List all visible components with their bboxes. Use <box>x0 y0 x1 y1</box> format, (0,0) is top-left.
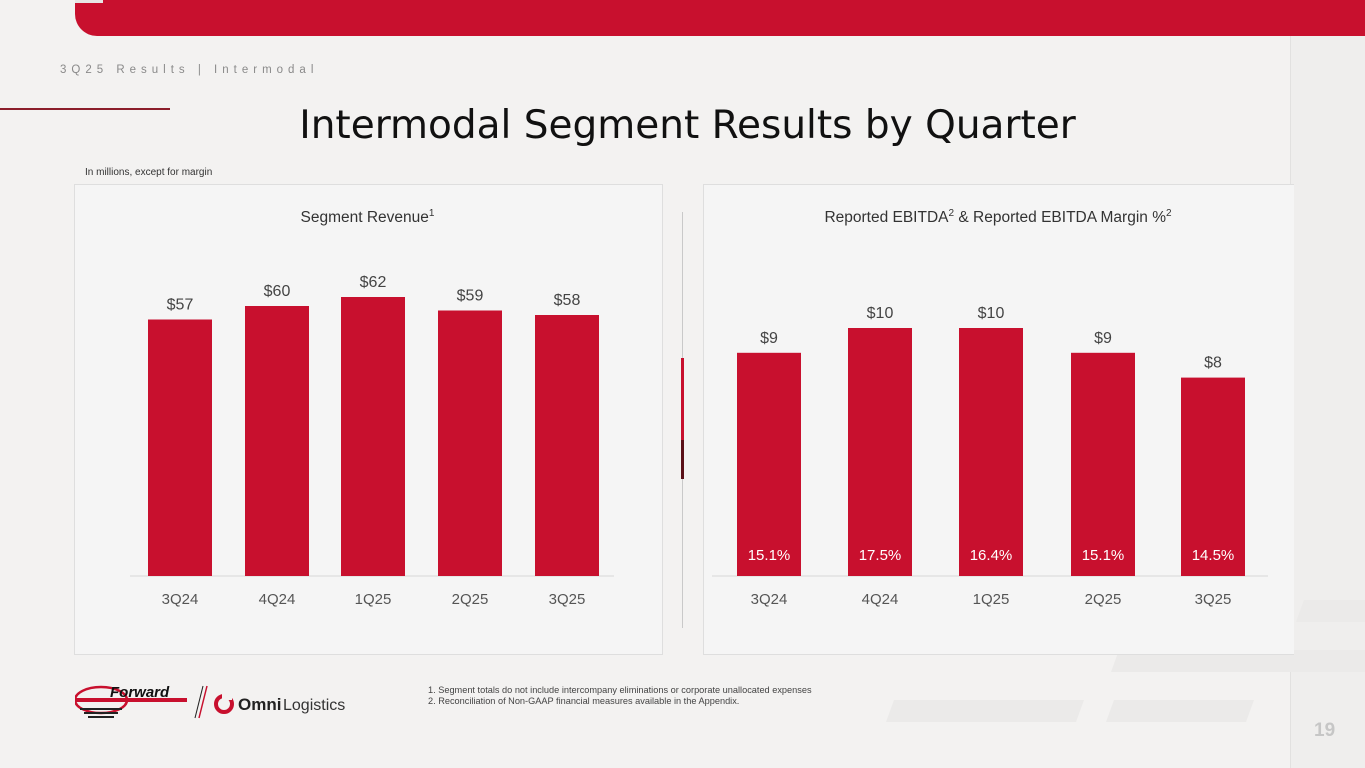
ebitda-category-label: 1Q25 <box>973 591 1010 608</box>
ebitda-margin-label: 16.4% <box>970 547 1013 564</box>
footnote-2: 2. Reconciliation of Non-GAAP financial … <box>428 696 740 706</box>
revenue-category-label: 1Q25 <box>355 591 392 608</box>
ebitda-title-mid: & Reported EBITDA Margin % <box>954 209 1166 227</box>
breadcrumb-underline <box>0 108 170 110</box>
top-bar-tab <box>75 0 103 3</box>
logo-separator <box>194 685 208 719</box>
ebitda-category-label: 2Q25 <box>1085 591 1122 608</box>
forward-logo: Forward <box>75 684 187 718</box>
revenue-category-label: 2Q25 <box>452 591 489 608</box>
ebitda-category-label: 3Q24 <box>751 591 788 608</box>
ebitda-bar <box>1071 352 1135 576</box>
revenue-bar <box>341 297 405 576</box>
breadcrumb: 3Q25 Results | Intermodal <box>60 64 319 76</box>
footnotes: 1. Segment totals do not include interco… <box>428 685 812 707</box>
right-side-panel <box>1290 36 1365 768</box>
chart-divider-accent <box>681 358 684 479</box>
revenue-data-label: $59 <box>457 288 484 305</box>
top-accent-bar <box>75 0 1365 36</box>
ebitda-title-sup: 2 <box>948 208 955 219</box>
ebitda-margin-label: 15.1% <box>1082 547 1125 564</box>
revenue-bar <box>438 310 502 576</box>
units-note: In millions, except for margin <box>85 167 213 178</box>
ebitda-category-label: 4Q24 <box>862 591 899 608</box>
revenue-category-label: 3Q25 <box>549 591 586 608</box>
ebitda-margin-label: 17.5% <box>859 547 902 564</box>
ebitda-data-label: $10 <box>978 305 1005 322</box>
revenue-bar <box>148 319 212 576</box>
ebitda-bar <box>848 328 912 576</box>
ebitda-margin-label: 14.5% <box>1192 547 1235 564</box>
revenue-data-label: $57 <box>167 297 194 314</box>
footnote-1: 1. Segment totals do not include interco… <box>428 685 812 695</box>
ebitda-data-label: $9 <box>1094 330 1112 347</box>
omni-logo-text: Omni <box>238 695 281 714</box>
omni-logistics-logo: Omni Logistics <box>214 694 345 714</box>
segment-revenue-title: Segment Revenue1 <box>74 208 661 227</box>
ebitda-category-label: 3Q25 <box>1195 591 1232 608</box>
revenue-bar <box>535 315 599 576</box>
segment-revenue-title-sup: 1 <box>428 208 435 219</box>
company-logos: Forward Omni Logistics <box>75 684 345 719</box>
ebitda-data-label: $9 <box>760 330 778 347</box>
forward-logo-text: Forward <box>110 684 170 701</box>
revenue-data-label: $58 <box>554 292 581 309</box>
revenue-category-label: 4Q24 <box>259 591 296 608</box>
page-number: 19 <box>1314 720 1336 741</box>
ebitda-bar <box>1181 377 1245 576</box>
revenue-bar <box>245 306 309 576</box>
ebitda-title-text: Reported EBITDA <box>824 209 949 227</box>
segment-revenue-title-text: Segment Revenue <box>300 209 429 227</box>
revenue-category-label: 3Q24 <box>162 591 199 608</box>
ebitda-margin-label: 15.1% <box>748 547 791 564</box>
ebitda-data-label: $10 <box>867 305 894 322</box>
ebitda-title-sup2: 2 <box>1165 208 1172 219</box>
logistics-logo-text: Logistics <box>283 697 345 714</box>
ebitda-bar <box>737 352 801 576</box>
ebitda-title: Reported EBITDA2 & Reported EBITDA Margi… <box>703 208 1293 227</box>
ebitda-data-label: $8 <box>1204 355 1222 372</box>
revenue-data-label: $62 <box>360 274 387 291</box>
chart-divider-accent-dark <box>681 440 684 479</box>
page-title: Intermodal Segment Results by Quarter <box>299 103 1076 148</box>
revenue-data-label: $60 <box>264 283 291 300</box>
ebitda-bar <box>959 328 1023 576</box>
